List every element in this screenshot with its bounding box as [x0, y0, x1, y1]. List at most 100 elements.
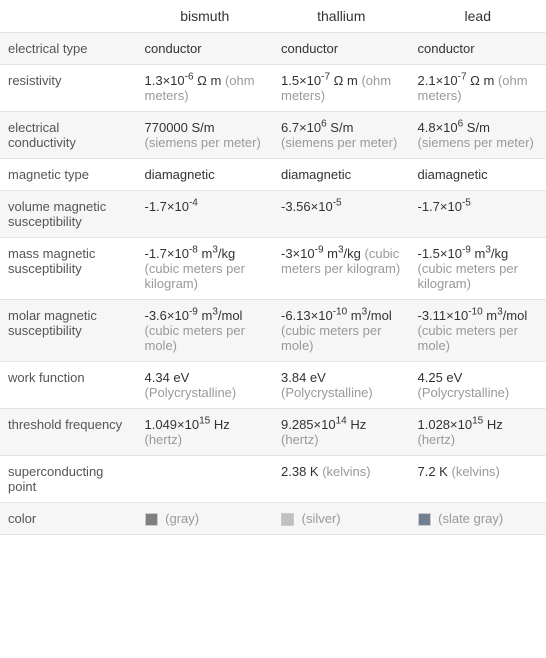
table-row: resistivity1.3×10-6 Ω m (ohm meters)1.5×…: [0, 65, 546, 112]
property-label: superconducting point: [0, 456, 137, 503]
unit-text: (kelvins): [322, 464, 370, 479]
column-header: bismuth: [137, 0, 274, 33]
value-text: -3×10-9 m3/kg: [281, 246, 361, 261]
value-text: -3.56×10-5: [281, 199, 342, 214]
table-row: color (gray) (silver) (slate gray): [0, 503, 546, 535]
unit-text: (cubic meters per mole): [281, 323, 381, 353]
value-text: diamagnetic: [145, 167, 215, 182]
unit-text: (cubic meters per mole): [145, 323, 245, 353]
table-row: electrical conductivity770000 S/m (sieme…: [0, 112, 546, 159]
table-row: molar magnetic susceptibility-3.6×10-9 m…: [0, 300, 546, 362]
unit-text: (slate gray): [438, 511, 503, 526]
value-text: 1.3×10-6 Ω m: [145, 73, 222, 88]
value-text: conductor: [281, 41, 338, 56]
value-text: 4.25 eV: [418, 370, 463, 385]
property-value: conductor: [410, 33, 546, 65]
column-header: thallium: [273, 0, 410, 33]
unit-text: (Polycrystalline): [418, 385, 510, 400]
table-row: threshold frequency1.049×1015 Hz (hertz)…: [0, 409, 546, 456]
value-text: -6.13×10-10 m3/mol: [281, 308, 392, 323]
value-text: -3.11×10-10 m3/mol: [418, 308, 528, 323]
property-label: color: [0, 503, 137, 535]
property-label: magnetic type: [0, 159, 137, 191]
value-text: 1.028×1015 Hz: [418, 417, 503, 432]
table-row: work function4.34 eV (Polycrystalline)3.…: [0, 362, 546, 409]
value-text: 770000 S/m: [145, 120, 215, 135]
value-text: -1.7×10-5: [418, 199, 471, 214]
unit-text: (cubic meters per kilogram): [145, 261, 245, 291]
unit-text: (hertz): [281, 432, 319, 447]
property-label: threshold frequency: [0, 409, 137, 456]
property-value: 2.1×10-7 Ω m (ohm meters): [410, 65, 546, 112]
property-label: electrical conductivity: [0, 112, 137, 159]
property-value: -1.7×10-8 m3/kg (cubic meters per kilogr…: [137, 238, 274, 300]
property-value: conductor: [137, 33, 274, 65]
value-text: 2.38 K: [281, 464, 319, 479]
value-text: conductor: [418, 41, 475, 56]
color-swatch: [418, 513, 431, 526]
property-value: 1.5×10-7 Ω m (ohm meters): [273, 65, 410, 112]
table-row: superconducting point2.38 K (kelvins)7.2…: [0, 456, 546, 503]
property-value: 6.7×106 S/m (siemens per meter): [273, 112, 410, 159]
unit-text: (siemens per meter): [281, 135, 397, 150]
unit-text: (cubic meters per mole): [418, 323, 518, 353]
property-value: 9.285×1014 Hz (hertz): [273, 409, 410, 456]
unit-text: (Polycrystalline): [145, 385, 237, 400]
property-value: 1.3×10-6 Ω m (ohm meters): [137, 65, 274, 112]
unit-text: (gray): [165, 511, 199, 526]
property-value: diamagnetic: [273, 159, 410, 191]
property-label: electrical type: [0, 33, 137, 65]
table-row: electrical type conductor conductor conduct…: [0, 33, 546, 65]
table-row: magnetic type diamagnetic diamagnetic diama…: [0, 159, 546, 191]
value-text: diamagnetic: [418, 167, 488, 182]
property-label: volume magnetic susceptibility: [0, 191, 137, 238]
property-value: -3.6×10-9 m3/mol (cubic meters per mole): [137, 300, 274, 362]
property-value: 2.38 K (kelvins): [273, 456, 410, 503]
value-text: -3.6×10-9 m3/mol: [145, 308, 243, 323]
value-text: 2.1×10-7 Ω m: [418, 73, 495, 88]
property-value: 4.34 eV (Polycrystalline): [137, 362, 274, 409]
value-text: 9.285×1014 Hz: [281, 417, 366, 432]
value-text: conductor: [145, 41, 202, 56]
property-value: (silver): [273, 503, 410, 535]
property-value: conductor: [273, 33, 410, 65]
property-value: 4.25 eV (Polycrystalline): [410, 362, 546, 409]
property-label: work function: [0, 362, 137, 409]
value-text: 4.8×106 S/m: [418, 120, 490, 135]
property-value: 4.8×106 S/m (siemens per meter): [410, 112, 546, 159]
value-text: -1.5×10-9 m3/kg: [418, 246, 509, 261]
header-row: bismuth thallium lead: [0, 0, 546, 33]
property-label: molar magnetic susceptibility: [0, 300, 137, 362]
value-text: 6.7×106 S/m: [281, 120, 353, 135]
property-value: -3.11×10-10 m3/mol (cubic meters per mol…: [410, 300, 546, 362]
value-text: 1.5×10-7 Ω m: [281, 73, 358, 88]
property-value: 3.84 eV (Polycrystalline): [273, 362, 410, 409]
property-value: -3×10-9 m3/kg (cubic meters per kilogram…: [273, 238, 410, 300]
property-value: diamagnetic: [137, 159, 274, 191]
unit-text: (hertz): [418, 432, 456, 447]
value-text: 1.049×1015 Hz: [145, 417, 230, 432]
property-value: 1.049×1015 Hz (hertz): [137, 409, 274, 456]
column-header: lead: [410, 0, 546, 33]
value-text: 3.84 eV: [281, 370, 326, 385]
value-text: -1.7×10-8 m3/kg: [145, 246, 236, 261]
header-blank: [0, 0, 137, 33]
property-value: 770000 S/m (siemens per meter): [137, 112, 274, 159]
property-value: [137, 456, 274, 503]
value-text: 4.34 eV: [145, 370, 190, 385]
properties-table: bismuth thallium lead electrical type con…: [0, 0, 546, 535]
property-value: 1.028×1015 Hz (hertz): [410, 409, 546, 456]
property-label: mass magnetic susceptibility: [0, 238, 137, 300]
color-swatch: [145, 513, 158, 526]
value-text: 7.2 K: [418, 464, 448, 479]
table-row: volume magnetic susceptibility-1.7×10-4-…: [0, 191, 546, 238]
property-value: (slate gray): [410, 503, 546, 535]
unit-text: (kelvins): [451, 464, 499, 479]
unit-text: (hertz): [145, 432, 183, 447]
unit-text: (cubic meters per kilogram): [418, 261, 518, 291]
property-label: resistivity: [0, 65, 137, 112]
property-value: -1.5×10-9 m3/kg (cubic meters per kilogr…: [410, 238, 546, 300]
color-swatch: [281, 513, 294, 526]
unit-text: (siemens per meter): [145, 135, 261, 150]
unit-text: (silver): [302, 511, 341, 526]
